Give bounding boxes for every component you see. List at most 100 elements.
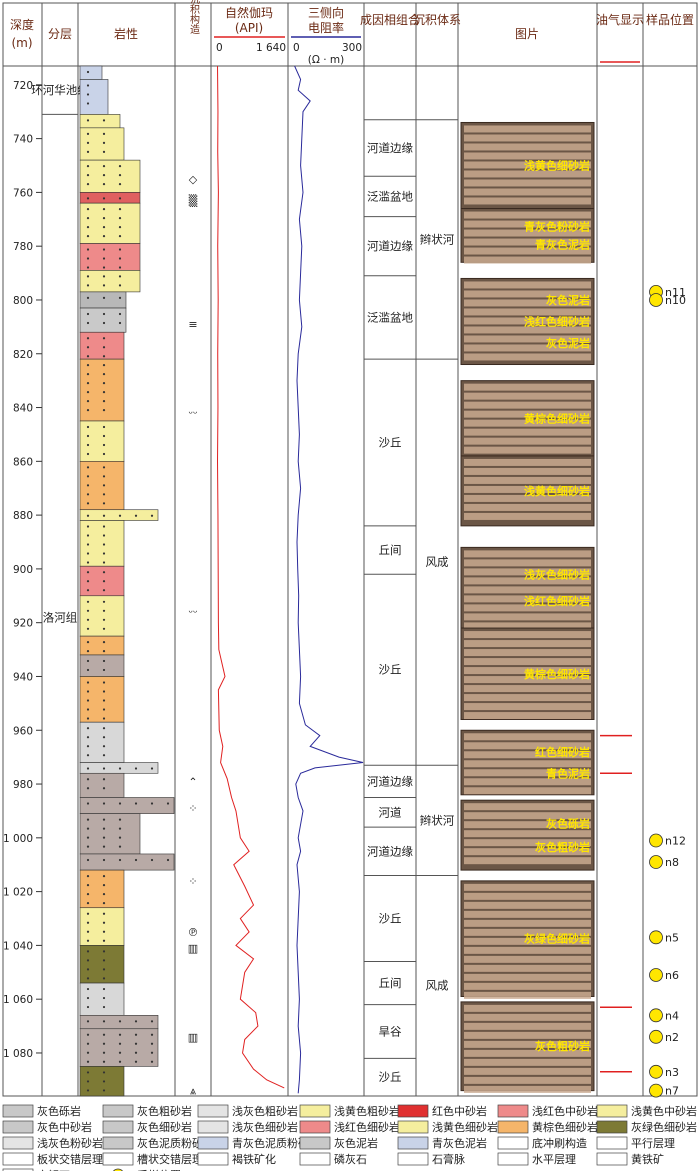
core-row	[464, 676, 591, 684]
core-row	[464, 703, 591, 711]
lithology-dot	[86, 681, 90, 684]
sample-label: n6	[665, 969, 679, 982]
column-separators	[41, 3, 644, 1096]
header-resistivity: 三侧向	[308, 5, 344, 20]
lithology-dot	[150, 1033, 154, 1036]
res-max: 300	[342, 42, 362, 54]
lithology-dot	[118, 858, 122, 862]
core-row	[464, 964, 591, 972]
lithology-dot	[102, 141, 106, 144]
lithology-dot	[102, 901, 106, 905]
lithology-dot	[166, 802, 170, 805]
legend-label: 青灰色泥岩	[432, 1136, 487, 1150]
core-row	[464, 769, 591, 777]
lithology-dot	[102, 939, 106, 942]
legend-label: 褐铁矿化	[232, 1152, 276, 1166]
core-row	[464, 857, 591, 865]
facies-name: 泛滥盆地	[367, 189, 413, 203]
legend-label: 灰色中砂岩	[37, 1120, 92, 1134]
lithology-dot	[118, 845, 122, 848]
lithology-dot	[118, 217, 122, 220]
system-name: 辫状河	[420, 813, 455, 827]
header-gamma: 自然伽玛	[225, 5, 273, 20]
lithology-bed	[79, 853, 175, 871]
lithology-dot	[86, 382, 90, 385]
legend-swatch	[2, 1104, 34, 1118]
lithology-column	[79, 65, 175, 1097]
lithology-dot	[118, 248, 122, 251]
lithology-dot	[118, 275, 122, 278]
lithology-dot	[102, 284, 106, 287]
lithology-dot	[86, 514, 90, 517]
lithology-dot	[150, 1051, 154, 1054]
lithology-dot	[86, 364, 90, 367]
lithology-dot	[102, 858, 106, 862]
lithology-dot	[102, 346, 106, 349]
core-row	[464, 1076, 591, 1084]
legend-label: 灰色砾岩	[37, 1104, 81, 1118]
lithology-dot	[86, 996, 90, 1000]
legend-label: 灰绿色细砂岩	[631, 1120, 697, 1134]
lithology-bed	[79, 654, 125, 677]
legend-swatch	[197, 1120, 229, 1134]
lithology-dot	[86, 668, 90, 672]
lithology-bed	[79, 772, 125, 798]
structure-symbol: ᵕᵕ	[188, 407, 197, 420]
lithology-dot	[102, 525, 106, 528]
core-row	[464, 247, 591, 255]
core-row	[464, 901, 591, 909]
lithology-dot	[86, 571, 90, 574]
lithology-dot	[102, 119, 106, 122]
legend-swatch	[197, 1152, 229, 1166]
lithology-dot	[86, 930, 90, 933]
lithology-dot	[86, 912, 90, 915]
lithology-bed	[79, 520, 125, 567]
core-row	[464, 685, 591, 693]
oil-gas-column	[600, 734, 632, 1073]
lithology-dot	[86, 248, 90, 251]
lithology-dot	[86, 641, 90, 644]
lithology-dot	[86, 1089, 90, 1092]
facies-name: 丘间	[379, 976, 402, 990]
lithology-dot	[86, 70, 90, 74]
lithology-dot	[102, 787, 106, 790]
lithology-dot	[134, 1042, 138, 1045]
legend-swatch	[497, 1136, 529, 1150]
photo-caption: 浅红色细砂岩	[524, 314, 590, 328]
sample-label: n2	[665, 1031, 679, 1044]
legend-swatch	[497, 1152, 529, 1166]
lithology-dot	[102, 452, 106, 456]
lithology-dot	[102, 708, 106, 711]
lithology-dot	[102, 552, 106, 555]
lithology-dot	[86, 580, 90, 583]
facies-name: 河道边缘	[367, 774, 413, 788]
facies-name: 沙丘	[379, 436, 402, 450]
core-row	[464, 437, 591, 445]
sample-label: n12	[665, 835, 686, 848]
core-row	[464, 640, 591, 648]
lithology-dot	[86, 197, 90, 200]
lithology-bed	[79, 420, 125, 462]
lithology-dot	[86, 802, 90, 805]
lithology-dot	[118, 197, 122, 200]
lithology-dot	[102, 443, 106, 447]
legend-label: 底冲刷构造	[532, 1136, 587, 1150]
header-sample: 样品位置	[646, 12, 694, 27]
sample-marker	[649, 930, 663, 945]
lithology-dot	[118, 174, 122, 177]
depth-tick-label: 820	[13, 349, 33, 361]
sample-label: n10	[665, 294, 686, 307]
lithology-bed	[79, 243, 141, 271]
lithology-dot	[86, 892, 90, 896]
lithology-dot	[86, 337, 90, 340]
core-row	[464, 1031, 591, 1039]
lithology-dot	[102, 543, 106, 546]
core-row	[464, 503, 591, 511]
lithology-dot	[118, 514, 122, 517]
header-photos: 图片	[515, 27, 539, 41]
lithology-dot	[102, 1042, 106, 1045]
lithology-dot	[86, 618, 90, 621]
system-name: 风成	[426, 555, 449, 569]
lithology-dot	[86, 699, 90, 702]
sample-marker	[649, 855, 663, 869]
